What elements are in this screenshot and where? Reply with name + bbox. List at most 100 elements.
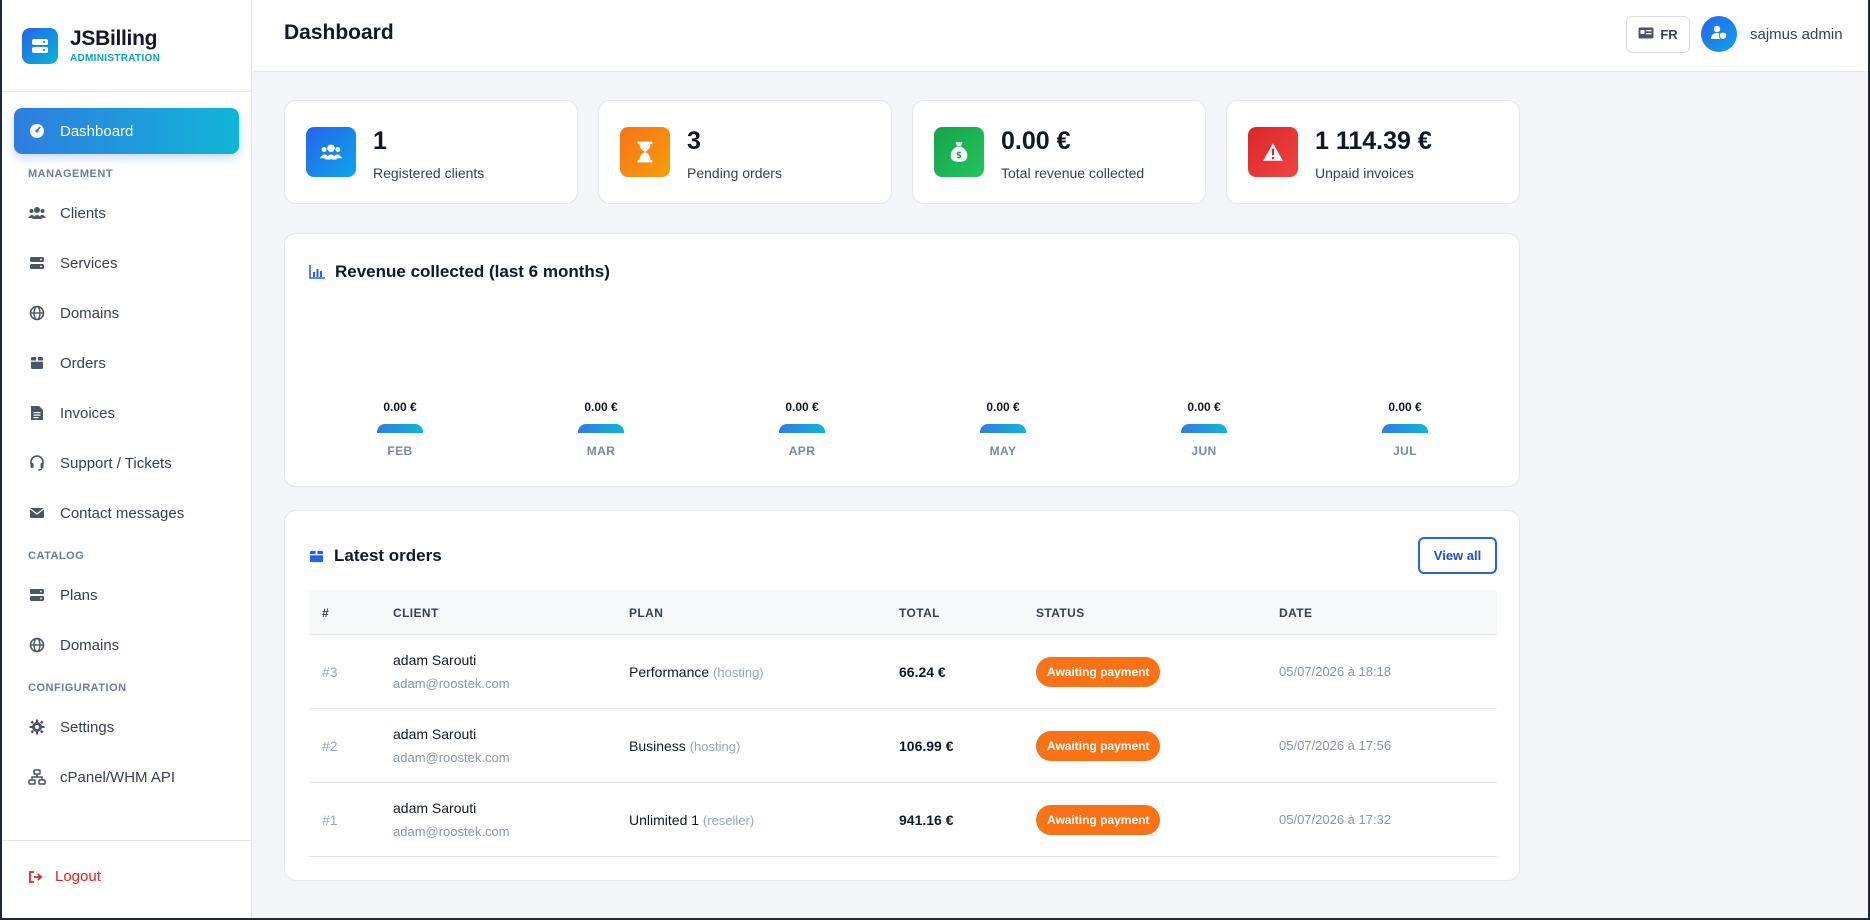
sidebar-item-support-tickets[interactable]: Support / Tickets	[14, 440, 239, 486]
network-icon	[28, 768, 46, 786]
warning-icon	[1248, 127, 1298, 177]
sidebar-item-cpanel-whm-api[interactable]: cPanel/WHM API	[14, 754, 239, 800]
bar-month-label: JUN	[1191, 444, 1217, 458]
order-total: 106.99 €	[899, 738, 954, 754]
client-email: adam@roostek.com	[393, 676, 510, 691]
logout-button[interactable]: Logout	[28, 868, 101, 885]
chart-bar-apr: 0.00 € APR	[742, 400, 862, 458]
sidebar-item-contact-messages[interactable]: Contact messages	[14, 490, 239, 536]
svg-text:$: $	[956, 151, 962, 161]
box-icon	[28, 354, 46, 372]
stat-card-clients: 1 Registered clients	[284, 100, 578, 204]
logout-label: Logout	[55, 868, 101, 885]
language-switch-button[interactable]: FR	[1626, 16, 1690, 53]
chart-bar-feb: 0.00 € FEB	[340, 400, 460, 458]
invoice-icon	[28, 404, 46, 422]
bar	[377, 424, 423, 433]
user-shield-icon	[1710, 24, 1728, 45]
revenue-chart-title-text: Revenue collected (last 6 months)	[335, 262, 610, 281]
stat-label: Pending orders	[687, 165, 782, 181]
stat-card-pending-orders: 3 Pending orders	[598, 100, 892, 204]
stat-card-revenue: $ 0.00 € Total revenue collected	[912, 100, 1206, 204]
revenue-chart-title: Revenue collected (last 6 months)	[309, 262, 610, 282]
table-header: # CLIENT PLAN TOTAL STATUS DATE	[309, 590, 1497, 635]
view-all-button[interactable]: View all	[1418, 537, 1497, 574]
server-icon	[28, 254, 46, 272]
window-frame-left	[0, 0, 2, 920]
table-row[interactable]: #2 adam Sarouti adam@roostek.com Busines…	[309, 709, 1497, 783]
stat-label: Registered clients	[373, 165, 485, 181]
window-frame-right	[1868, 0, 1870, 920]
brand-subtitle: ADMINISTRATION	[70, 53, 161, 64]
stat-label: Unpaid invoices	[1315, 165, 1414, 181]
plan-name: Performance	[629, 664, 710, 680]
sidebar-item-label: Support / Tickets	[60, 454, 172, 472]
sidebar-item-catalog-domains[interactable]: Domains	[14, 622, 239, 668]
plan-type: (hosting)	[689, 739, 741, 754]
globe-icon	[28, 304, 46, 322]
sidebar-item-dashboard[interactable]: Dashboard	[14, 108, 239, 154]
client-name: adam Sarouti	[393, 726, 477, 742]
hourglass-icon	[620, 127, 670, 177]
table-row[interactable]: #1 adam Sarouti adam@roostek.com Unlimit…	[309, 783, 1497, 857]
column-header-plan: PLAN	[629, 606, 664, 620]
sidebar-item-label: cPanel/WHM API	[60, 768, 176, 786]
sidebar: JSBilling ADMINISTRATION Dashboard MANAG…	[2, 0, 252, 920]
bar-month-label: FEB	[387, 444, 413, 458]
revenue-chart-card: Revenue collected (last 6 months) 0.00 €…	[284, 233, 1520, 487]
stat-value: 1	[373, 127, 387, 155]
order-id: #2	[322, 738, 338, 754]
headset-icon	[28, 454, 46, 472]
bar-value-label: 0.00 €	[383, 400, 417, 414]
plan-name: Unlimited 1	[629, 812, 700, 828]
envelope-icon	[28, 504, 46, 522]
sign-out-icon	[28, 870, 43, 884]
client-email: adam@roostek.com	[393, 824, 510, 839]
stat-value: 0.00 €	[1001, 127, 1071, 155]
bar	[779, 424, 825, 433]
sidebar-item-label: Plans	[60, 586, 98, 604]
chart-bar-mar: 0.00 € MAR	[541, 400, 661, 458]
sidebar-item-label: Settings	[60, 718, 115, 736]
sidebar-nav: Dashboard MANAGEMENT Clients Services Do…	[2, 92, 251, 800]
client-email: adam@roostek.com	[393, 750, 510, 765]
order-date: 05/07/2026 à 17:56	[1279, 738, 1392, 753]
client-name: adam Sarouti	[393, 800, 477, 816]
sidebar-item-services[interactable]: Services	[14, 240, 239, 286]
stat-value: 3	[687, 127, 701, 155]
order-id: #3	[322, 664, 338, 680]
sidebar-item-label: Services	[60, 254, 118, 272]
user-name[interactable]: sajmus admin	[1750, 26, 1843, 43]
section-heading-management: MANAGEMENT	[28, 168, 114, 180]
bar-month-label: APR	[788, 444, 816, 458]
plan-cell: Unlimited 1 (reseller)	[629, 812, 754, 828]
bar-value-label: 0.00 €	[986, 400, 1020, 414]
sidebar-item-settings[interactable]: Settings	[14, 704, 239, 750]
sidebar-item-label: Dashboard	[60, 122, 134, 140]
bar-month-label: JUL	[1393, 444, 1417, 458]
avatar[interactable]	[1701, 16, 1737, 52]
sidebar-item-label: Domains	[60, 304, 120, 322]
sidebar-item-orders[interactable]: Orders	[14, 340, 239, 386]
table-row[interactable]: #3 adam Sarouti adam@roostek.com Perform…	[309, 635, 1497, 709]
server-logo-icon	[22, 27, 58, 64]
users-icon	[28, 204, 46, 222]
plan-name: Business	[629, 738, 686, 754]
latest-orders-title: Latest orders	[309, 546, 442, 566]
status-badge: Awaiting payment	[1036, 805, 1161, 835]
chart-bar-jul: 0.00 € JUL	[1345, 400, 1465, 458]
sidebar-item-label: Contact messages	[60, 504, 185, 522]
latest-orders-card: Latest orders View all # CLIENT PLAN TOT…	[284, 510, 1520, 881]
sidebar-item-invoices[interactable]: Invoices	[14, 390, 239, 436]
brand-name: JSBilling	[70, 27, 158, 50]
box-icon	[309, 549, 324, 564]
brand[interactable]: JSBilling ADMINISTRATION	[2, 0, 251, 92]
sidebar-item-domains[interactable]: Domains	[14, 290, 239, 336]
plan-type: (hosting)	[713, 665, 764, 680]
sidebar-item-plans[interactable]: Plans	[14, 572, 239, 618]
bar-value-label: 0.00 €	[584, 400, 618, 414]
sidebar-item-clients[interactable]: Clients	[14, 190, 239, 236]
language-code: FR	[1660, 27, 1678, 42]
bar	[980, 424, 1026, 433]
bar-value-label: 0.00 €	[1187, 400, 1221, 414]
